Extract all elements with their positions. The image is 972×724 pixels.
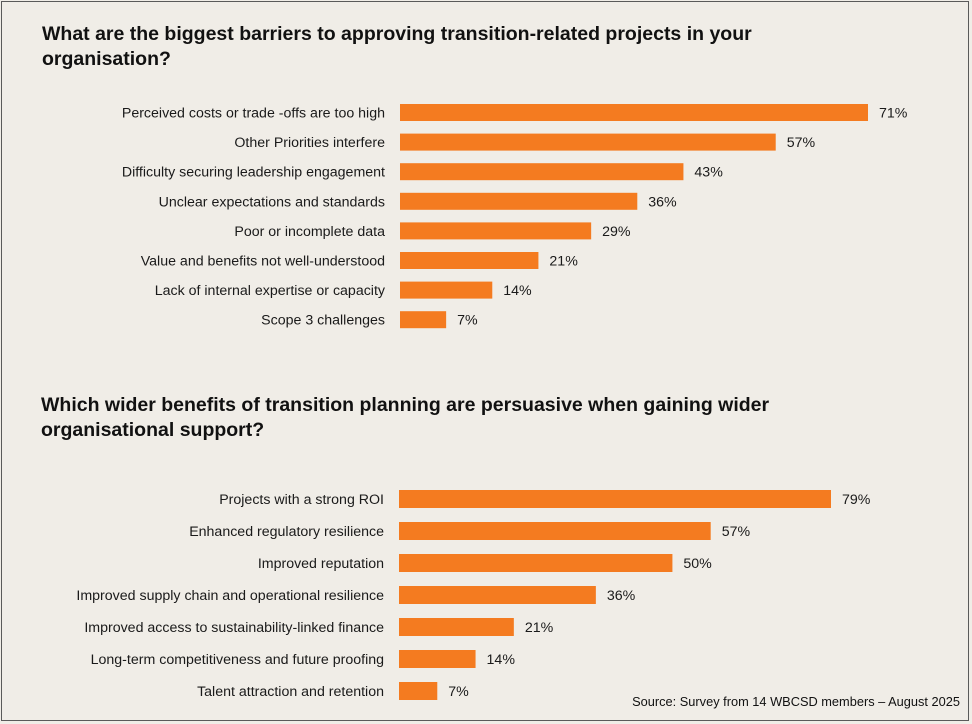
- chart-1-value-label-4: 36%: [648, 194, 677, 210]
- chart-1-category-label-6: Value and benefits not well-understood: [141, 254, 385, 270]
- chart-1-bar-7: [400, 281, 493, 299]
- chart-1-category-label-2: Other Priorities interfere: [234, 135, 385, 151]
- chart-1-category-label-1: Perceived costs or trade -offs are too h…: [122, 106, 385, 122]
- chart-1-value-label-8: 7%: [457, 313, 478, 329]
- chart-2-value-label-5: 21%: [525, 620, 554, 636]
- chart-1-bar-3: [400, 163, 684, 181]
- chart-2-value-label-3: 50%: [683, 556, 712, 572]
- chart-1-bar-8: [400, 311, 447, 329]
- chart-2-value-label-6: 14%: [487, 652, 516, 668]
- chart-1-value-label-2: 57%: [787, 135, 816, 151]
- chart-2-bar-2: [399, 522, 711, 540]
- chart-2-title: Which wider benefits of transition plann…: [41, 394, 770, 441]
- chart-2-value-label-4: 36%: [607, 588, 636, 604]
- chart-1-category-label-7: Lack of internal expertise or capacity: [155, 283, 386, 299]
- chart-2-bar-6: [399, 650, 476, 668]
- chart-2-bar-5: [399, 618, 514, 636]
- chart-1-bar-5: [400, 222, 592, 240]
- chart-1-title: What are the biggest barriers to approvi…: [42, 23, 752, 70]
- chart-2-category-label-1: Projects with a strong ROI: [219, 492, 384, 508]
- chart-1-category-label-5: Poor or incomplete data: [234, 224, 385, 240]
- chart-1-bar-2: [400, 133, 776, 151]
- chart-1-bar-4: [400, 192, 638, 210]
- chart-2-category-label-2: Enhanced regulatory resilience: [189, 524, 384, 540]
- chart-2-category-label-4: Improved supply chain and operational re…: [76, 588, 384, 604]
- chart-2-value-label-7: 7%: [448, 684, 469, 700]
- chart-2-value-label-2: 57%: [722, 524, 751, 540]
- chart-1-value-label-5: 29%: [602, 224, 631, 240]
- chart-2-value-label-1: 79%: [842, 492, 871, 508]
- chart-2-category-label-7: Talent attraction and retention: [197, 684, 384, 700]
- chart-1-value-label-3: 43%: [694, 165, 723, 181]
- chart-2-bar-3: [399, 554, 673, 572]
- chart-2-category-label-3: Improved reputation: [258, 556, 384, 572]
- chart-2-bar-4: [399, 586, 596, 604]
- chart-1-value-label-1: 71%: [879, 106, 908, 122]
- chart-1-category-label-8: Scope 3 challenges: [261, 313, 385, 329]
- chart-2-bar-1: [399, 490, 831, 508]
- chart-1-category-label-3: Difficulty securing leadership engagemen…: [122, 165, 385, 181]
- chart-1-bar-6: [400, 252, 539, 269]
- chart-1-value-label-6: 21%: [549, 254, 578, 270]
- chart-2-category-label-5: Improved access to sustainability-linked…: [84, 620, 384, 636]
- chart-1-bar-1: [400, 104, 868, 121]
- source-note: Source: Survey from 14 WBCSD members – A…: [632, 694, 960, 709]
- chart-1-value-label-7: 14%: [503, 283, 532, 299]
- chart-2-category-label-6: Long-term competitiveness and future pro…: [91, 652, 384, 668]
- chart-2-bar-7: [399, 682, 438, 700]
- chart-1-category-label-4: Unclear expectations and standards: [159, 194, 385, 210]
